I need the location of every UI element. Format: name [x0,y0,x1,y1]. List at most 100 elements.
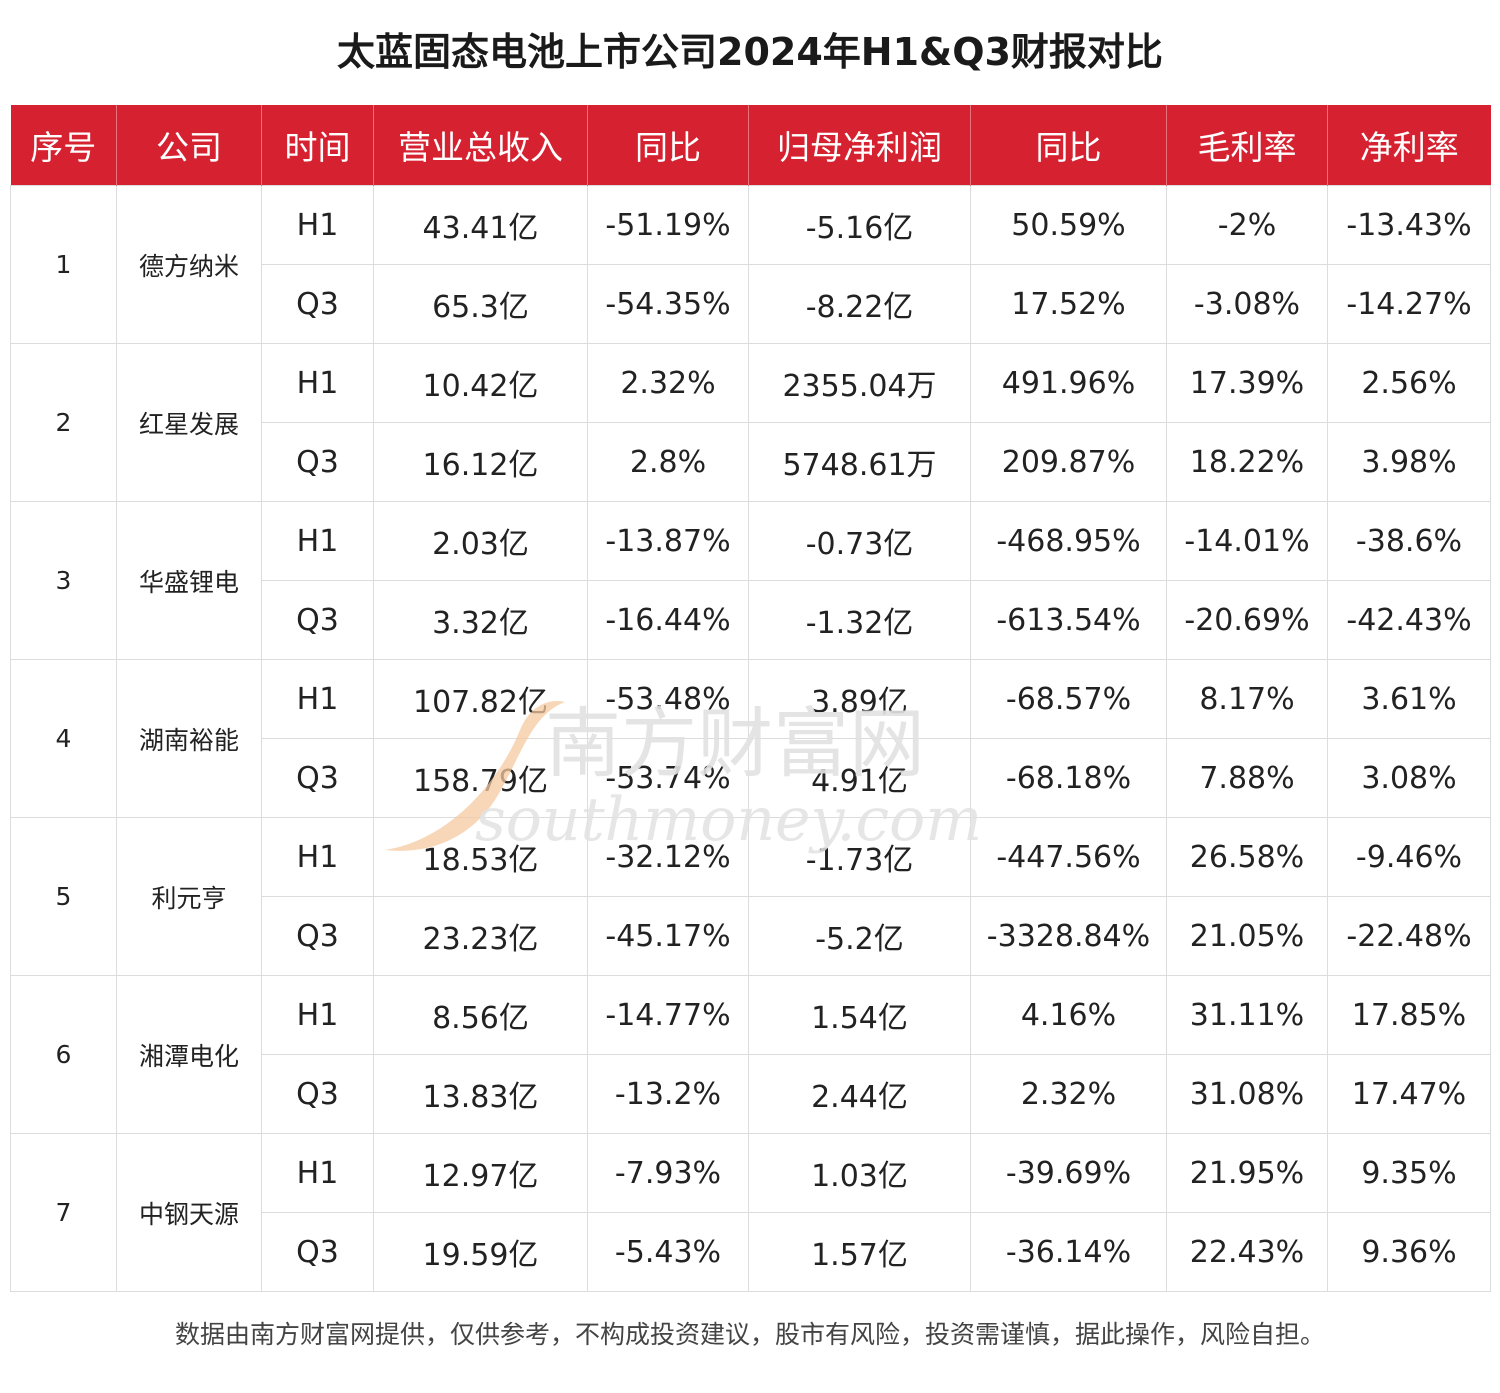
cell-period: H1 [261,501,374,581]
cell-period: H1 [261,817,374,897]
cell-revenue-yoy: -16.44% [587,580,749,660]
cell-net-margin: 17.47% [1327,1054,1491,1134]
cell-period: Q3 [261,264,374,344]
cell-net-profit-yoy: -613.54% [970,580,1167,660]
cell-revenue: 158.79亿 [373,738,588,818]
cell-period: H1 [261,1133,374,1213]
cell-revenue: 13.83亿 [373,1054,588,1134]
cell-company: 利元亨 [116,817,262,976]
cell-net-profit-yoy: -447.56% [970,817,1167,897]
cell-gross-margin: -3.08% [1166,264,1328,344]
cell-revenue-yoy: -53.48% [587,659,749,739]
cell-index: 5 [10,817,117,976]
cell-gross-margin: 31.11% [1166,975,1328,1055]
table-row: Q3 3.32亿 -16.44% -1.32亿 -613.54% -20.69% -42.4… [11,580,1491,660]
cell-net-margin: 9.36% [1327,1212,1491,1292]
cell-net-margin: -22.48% [1327,896,1491,976]
cell-net-profit: -0.73亿 [748,501,971,581]
table-row: Q3 23.23亿 -45.17% -5.2亿 -3328.84% 21.05% -22.4… [11,896,1491,976]
cell-net-profit-yoy: -3328.84% [970,896,1167,976]
cell-period: Q3 [261,1212,374,1292]
cell-net-profit-yoy: -36.14% [970,1212,1167,1292]
cell-revenue-yoy: -13.2% [587,1054,749,1134]
disclaimer-footer: 数据由南方财富网提供，仅供参考，不构成投资建议，股市有风险，投资需谨慎，据此操作… [174,1320,1325,1349]
header-revenue: 营业总收入 [373,105,588,186]
cell-net-profit-yoy: 4.16% [970,975,1167,1055]
cell-net-profit-yoy: 491.96% [970,343,1167,423]
table-row: 1 德方纳米 H1 43.41亿 -51.19% -5.16亿 50.59% -2% -13.4… [10,185,1491,344]
cell-net-profit: 2355.04万 [748,343,971,423]
cell-revenue: 18.53亿 [373,817,588,897]
cell-net-profit: 2.44亿 [748,1054,971,1134]
cell-revenue-yoy: 2.8% [587,422,749,502]
cell-net-margin: -42.43% [1327,580,1491,660]
cell-revenue: 8.56亿 [373,975,588,1055]
cell-revenue-yoy: -32.12% [587,817,749,897]
cell-revenue-yoy: -7.93% [587,1133,749,1213]
cell-revenue: 16.12亿 [373,422,588,502]
cell-net-margin: 9.35% [1327,1133,1491,1213]
cell-revenue: 19.59亿 [373,1212,588,1292]
header-gross-margin: 毛利率 [1166,105,1328,186]
cell-company: 湖南裕能 [116,659,262,818]
cell-net-profit-yoy: 2.32% [970,1054,1167,1134]
cell-net-profit-yoy: -68.18% [970,738,1167,818]
page-title: 太蓝固态电池上市公司2024年H1&Q3财报对比 [337,30,1163,74]
cell-gross-margin: -20.69% [1166,580,1328,660]
cell-net-margin: 17.85% [1327,975,1491,1055]
cell-revenue: 23.23亿 [373,896,588,976]
cell-company: 中钢天源 [116,1133,262,1292]
cell-gross-margin: 22.43% [1166,1212,1328,1292]
cell-net-profit-yoy: -39.69% [970,1133,1167,1213]
cell-revenue: 107.82亿 [373,659,588,739]
cell-net-profit: 1.57亿 [748,1212,971,1292]
cell-gross-margin: 8.17% [1166,659,1328,739]
cell-revenue-yoy: -5.43% [587,1212,749,1292]
cell-net-margin: 3.08% [1327,738,1491,818]
cell-net-profit-yoy: -468.95% [970,501,1167,581]
cell-net-profit: 1.54亿 [748,975,971,1055]
cell-revenue-yoy: -51.19% [587,185,749,265]
cell-net-margin: 2.56% [1327,343,1491,423]
cell-gross-margin: 18.22% [1166,422,1328,502]
cell-net-margin: -14.27% [1327,264,1491,344]
cell-period: Q3 [261,580,374,660]
cell-period: Q3 [261,896,374,976]
cell-revenue-yoy: -53.74% [587,738,749,818]
table-row: Q3 16.12亿 2.8% 5748.61万 209.87% 18.22% 3.98% [11,422,1491,502]
cell-company: 湘潭电化 [116,975,262,1134]
cell-revenue: 43.41亿 [373,185,588,265]
cell-index: 1 [10,185,117,344]
cell-net-profit: -5.2亿 [748,896,971,976]
cell-net-profit: 3.89亿 [748,659,971,739]
cell-net-profit-yoy: 17.52% [970,264,1167,344]
cell-net-margin: 3.61% [1327,659,1491,739]
cell-net-profit: 4.91亿 [748,738,971,818]
cell-net-profit-yoy: -68.57% [970,659,1167,739]
cell-revenue-yoy: -54.35% [587,264,749,344]
header-index: 序号 [10,105,117,186]
cell-net-profit: -5.16亿 [748,185,971,265]
financial-comparison-table: 序号 公司 时间 营业总收入 同比 归母净利润 同比 毛利率 净利率 1 德方纳米… [10,105,1491,1292]
table-row: 7 中钢天源 H1 12.97亿 -7.93% 1.03亿 -39.69% 21.95% 9.3… [10,1133,1491,1292]
cell-index: 4 [10,659,117,818]
table-row: 3 华盛锂电 H1 2.03亿 -13.87% -0.73亿 -468.95% -14.01%… [10,501,1491,660]
cell-company: 德方纳米 [116,185,262,344]
cell-gross-margin: 26.58% [1166,817,1328,897]
cell-index: 3 [10,501,117,660]
cell-net-profit: -8.22亿 [748,264,971,344]
cell-net-profit: -1.32亿 [748,580,971,660]
header-period: 时间 [261,105,374,186]
cell-gross-margin: 21.95% [1166,1133,1328,1213]
cell-revenue: 3.32亿 [373,580,588,660]
cell-period: H1 [261,185,374,265]
cell-revenue-yoy: 2.32% [587,343,749,423]
cell-net-margin: -38.6% [1327,501,1491,581]
cell-net-margin: -13.43% [1327,185,1491,265]
table-row: 6 湘潭电化 H1 8.56亿 -14.77% 1.54亿 4.16% 31.11% 17.85… [10,975,1491,1134]
cell-net-margin: -9.46% [1327,817,1491,897]
cell-period: H1 [261,659,374,739]
cell-revenue: 65.3亿 [373,264,588,344]
cell-revenue-yoy: -45.17% [587,896,749,976]
cell-period: H1 [261,343,374,423]
